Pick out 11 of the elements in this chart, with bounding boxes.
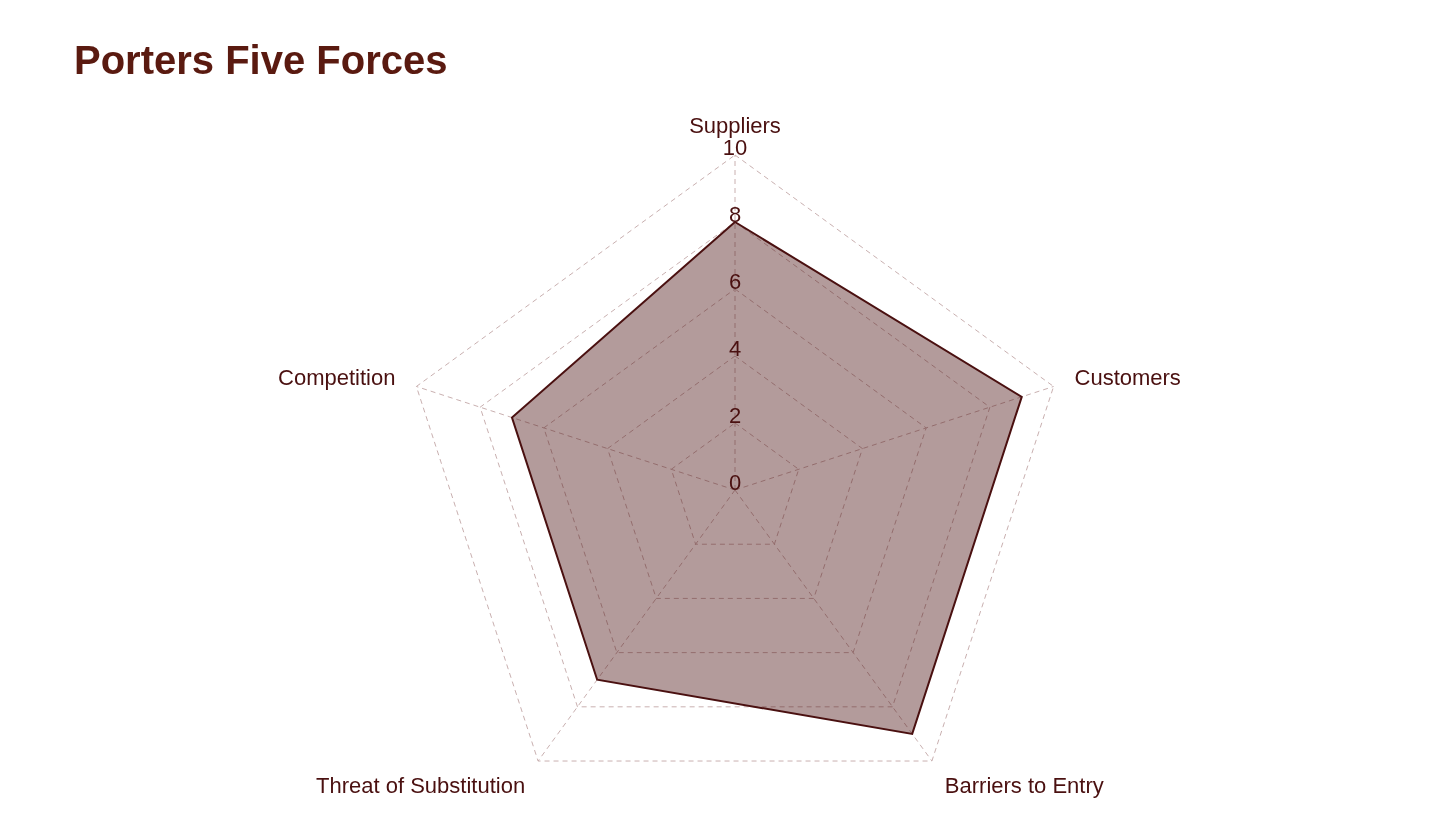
y-tick-label: 6 — [728, 269, 742, 294]
spoke-label: Customers — [1074, 364, 1181, 390]
spoke-label: Suppliers — [689, 112, 781, 138]
spoke-label: Competition — [278, 364, 396, 390]
spoke-label: Threat of Substitution — [316, 772, 526, 798]
y-tick-label: 0 — [728, 470, 742, 495]
spoke-label: Barriers to Entry — [944, 772, 1104, 798]
y-tick-label: 4 — [728, 336, 742, 361]
y-tick-label: 2 — [728, 403, 742, 428]
y-tick-label: 8 — [728, 202, 742, 227]
chart-title: Porters Five Forces — [74, 38, 448, 83]
